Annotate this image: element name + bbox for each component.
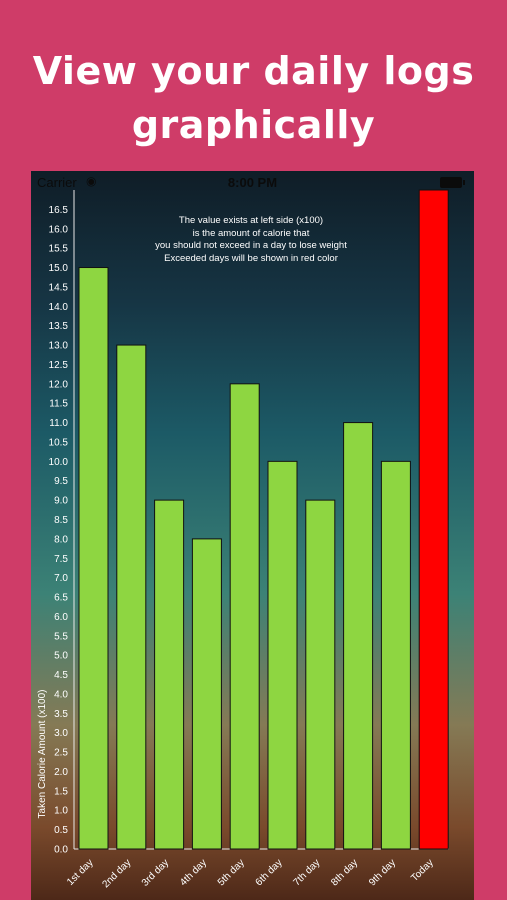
y-tick-label: 15.5	[49, 244, 69, 255]
bar-8	[343, 422, 374, 850]
x-tick-label: 5th day	[216, 857, 247, 888]
y-tick-label: 3.0	[54, 728, 68, 739]
chart-note: The value exists at left side (x100) is …	[131, 215, 371, 265]
status-bar: Carrier ◉ 8:00 PM	[31, 171, 474, 193]
y-tick-label: 16.0	[49, 224, 69, 235]
bar-2	[116, 344, 147, 850]
y-tick-label: 8.0	[54, 534, 68, 545]
y-tick-label: 4.5	[54, 670, 68, 681]
bar-6	[267, 460, 298, 850]
promo-headline: View your daily logs graphically	[0, 44, 507, 152]
y-tick-label: 6.5	[54, 593, 68, 604]
y-tick-label: 14.5	[49, 282, 69, 293]
x-tick-label: 8th day	[329, 857, 360, 888]
y-tick-label: 5.5	[54, 631, 68, 642]
y-tick-label: 16.5	[49, 205, 69, 216]
note-line-2: is the amount of calorie that	[192, 227, 310, 239]
y-tick-label: 8.5	[54, 515, 68, 526]
y-tick-label: 1.5	[54, 786, 68, 797]
y-tick-label: 7.5	[54, 554, 68, 565]
y-tick-label: 12.0	[49, 379, 69, 390]
y-tick-label: 15.0	[49, 263, 69, 274]
y-tick-label: 0.0	[54, 845, 68, 856]
y-axis-title: Taken Calorie Amount (x100)	[37, 690, 48, 819]
y-tick-label: 2.5	[54, 748, 68, 759]
y-tick-label: 9.5	[54, 476, 68, 487]
x-tick-label: 4th day	[178, 857, 209, 888]
x-tick-label: 1st day	[65, 857, 96, 888]
y-tick-label: 9.0	[54, 496, 68, 507]
y-tick-label: 0.5	[54, 825, 68, 836]
bar-3	[154, 499, 185, 850]
headline-line-2: graphically	[131, 103, 376, 147]
bar-4	[191, 538, 222, 850]
bar-1	[78, 267, 109, 850]
note-line-3: you should not exceed in a day to lose w…	[155, 240, 347, 251]
bar-10	[418, 189, 449, 850]
y-tick-label: 13.0	[49, 341, 69, 352]
y-tick-label: 13.5	[49, 321, 69, 332]
wifi-icon: ◉	[86, 174, 97, 188]
x-tick-label: 7th day	[291, 857, 322, 888]
bar-9	[380, 460, 411, 850]
y-tick-label: 3.5	[54, 709, 68, 720]
x-tick-label: 9th day	[367, 857, 398, 888]
y-tick-label: 12.5	[49, 360, 69, 371]
battery-icon	[440, 177, 465, 188]
y-tick-label: 6.0	[54, 612, 68, 623]
y-tick-label: 14.0	[49, 302, 69, 313]
x-tick-label: 3rd day	[140, 857, 171, 888]
y-tick-label: 1.0	[54, 806, 68, 817]
y-tick-label: 11.5	[49, 399, 68, 410]
note-line-1: The value exists at left side (x100)	[178, 215, 324, 226]
y-tick-label: 2.0	[54, 767, 68, 778]
headline-line-1: View your daily logs	[32, 49, 475, 93]
y-tick-label: 7.0	[54, 573, 68, 584]
carrier-label: Carrier	[37, 175, 77, 190]
y-tick-label: 4.0	[54, 689, 68, 700]
x-tick-label: 6th day	[254, 857, 285, 888]
calorie-bar-chart: 0.0 0.5 1.0 1.5 2.0 2.5 3.0 3.5 4.0 4.5 5.0 5.5 6.0 6…	[37, 189, 449, 890]
y-tick-label: 11.0	[49, 418, 68, 429]
y-tick-label: 5.0	[54, 651, 68, 662]
bar-5	[229, 383, 260, 850]
y-tick-label: 10.5	[49, 437, 69, 448]
x-tick-label: Today	[409, 857, 436, 884]
status-time: 8:00 PM	[227, 175, 278, 190]
note-line-4: Exceeded days will be shown in red color	[164, 252, 338, 264]
bar-7	[305, 499, 336, 850]
x-tick-label: 2nd day	[100, 857, 133, 890]
phone-screen: 0.0 0.5 1.0 1.5 2.0 2.5 3.0 3.5 4.0 4.5 5.0 5.5 6.0 6…	[31, 171, 474, 900]
y-tick-label: 10.0	[49, 457, 69, 468]
